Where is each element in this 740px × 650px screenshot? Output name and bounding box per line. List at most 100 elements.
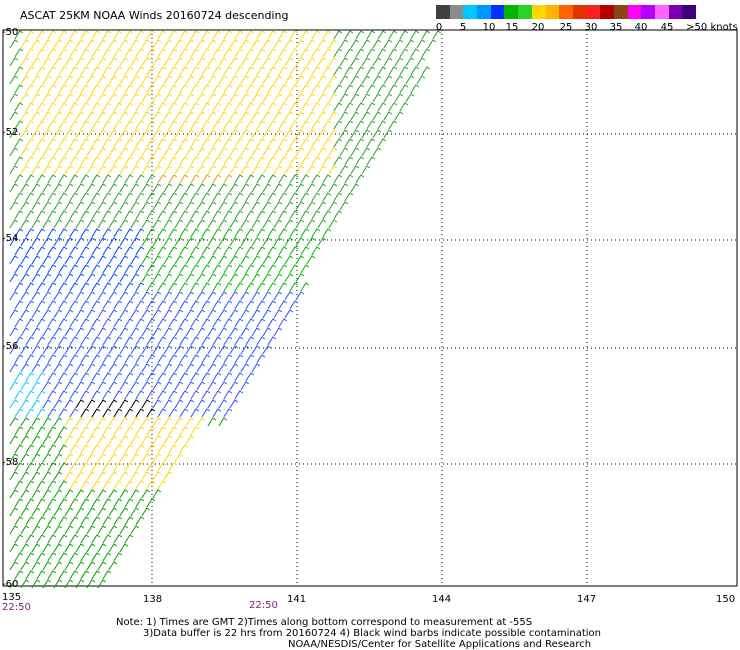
wind-barb: [267, 120, 277, 130]
wind-barb: [190, 228, 200, 238]
wind-barb: [344, 30, 354, 40]
wind-barb: [14, 552, 24, 562]
wind-barb: [25, 390, 35, 400]
wind-barb: [218, 399, 228, 409]
wind-barb: [245, 138, 255, 148]
wind-barb: [240, 237, 250, 247]
wind-barb: [328, 57, 338, 67]
wind-barb: [130, 201, 140, 211]
wind-barb: [97, 147, 107, 157]
wind-barb: [295, 219, 305, 229]
wind-barb: [97, 111, 107, 121]
wind-barb: [36, 462, 46, 472]
wind-barb: [366, 30, 376, 40]
wind-barb: [174, 129, 184, 139]
wind-barb: [9, 363, 19, 373]
wind-barb: [168, 102, 178, 112]
wind-barb: [119, 417, 129, 427]
wind-barb: [69, 570, 79, 580]
wind-barb: [53, 183, 63, 193]
wind-barb: [58, 120, 68, 130]
wind-barb: [113, 516, 123, 526]
wind-barb: [146, 480, 156, 490]
wind-barb: [317, 39, 327, 49]
wind-barb: [130, 75, 140, 85]
wind-barb: [47, 264, 57, 274]
wind-barb: [157, 390, 167, 400]
wind-barb: [152, 417, 162, 427]
wind-barb: [223, 30, 233, 40]
wind-barb: [212, 210, 222, 220]
wind-barb: [289, 120, 299, 130]
wind-barb: [267, 192, 277, 202]
wind-barb: [9, 219, 19, 229]
wind-barb: [64, 453, 74, 463]
wind-barb: [185, 57, 195, 67]
wind-barb: [69, 246, 79, 256]
wind-barb: [75, 309, 85, 319]
wind-barb: [377, 120, 387, 130]
wind-barb: [361, 147, 371, 157]
wind-barb: [273, 111, 283, 121]
wind-barb: [86, 273, 96, 283]
wind-barb: [306, 237, 316, 247]
wind-barb: [86, 381, 96, 391]
wind-barb: [317, 57, 327, 67]
wind-barb: [47, 282, 57, 292]
wind-barb: [31, 75, 41, 85]
wind-barb: [152, 39, 162, 49]
wind-barb: [97, 417, 107, 427]
wind-barb: [163, 183, 173, 193]
wind-barb: [278, 246, 288, 256]
wind-barb: [394, 57, 404, 67]
wind-barb: [135, 246, 145, 256]
wind-barb: [234, 246, 244, 256]
wind-barb: [273, 255, 283, 265]
wind-barb: [75, 435, 85, 445]
wind-barb: [80, 174, 90, 184]
wind-barb: [91, 84, 101, 94]
wind-barb: [163, 363, 173, 373]
wind-barb: [410, 84, 420, 94]
wind-barb: [91, 48, 101, 58]
wind-barb: [223, 66, 233, 76]
wind-barb: [377, 138, 387, 148]
wind-barb: [322, 120, 332, 130]
wind-barb: [273, 291, 283, 301]
wind-barb: [9, 93, 19, 103]
wind-barb: [91, 390, 101, 400]
wind-barb: [234, 174, 244, 184]
colorbar-tick-label: 30: [584, 22, 598, 33]
wind-barb: [135, 264, 145, 274]
wind-barb: [168, 444, 178, 454]
wind-barb: [234, 300, 244, 310]
wind-barb: [119, 255, 129, 265]
wind-barb: [229, 363, 239, 373]
wind-barb: [218, 417, 228, 427]
wind-barb: [185, 75, 195, 85]
wind-barb: [273, 183, 283, 193]
wind-barb: [174, 363, 184, 373]
wind-barb: [80, 120, 90, 130]
wind-barb: [124, 372, 134, 382]
wind-barb: [58, 552, 68, 562]
wind-barb: [284, 93, 294, 103]
wind-barb: [91, 534, 101, 544]
wind-barb: [157, 318, 167, 328]
wind-barb: [124, 516, 134, 526]
wind-barb: [25, 480, 35, 490]
wind-barb: [135, 48, 145, 58]
wind-barb: [278, 282, 288, 292]
wind-barb: [14, 192, 24, 202]
wind-barb: [91, 282, 101, 292]
wind-barb: [388, 30, 398, 40]
wind-barb: [245, 354, 255, 364]
wind-barb: [267, 102, 277, 112]
wind-barb: [229, 345, 239, 355]
wind-barb: [108, 111, 118, 121]
wind-barb: [25, 102, 35, 112]
wind-barb: [179, 318, 189, 328]
wind-barb: [31, 255, 41, 265]
wind-barb: [69, 354, 79, 364]
wind-barb: [91, 300, 101, 310]
